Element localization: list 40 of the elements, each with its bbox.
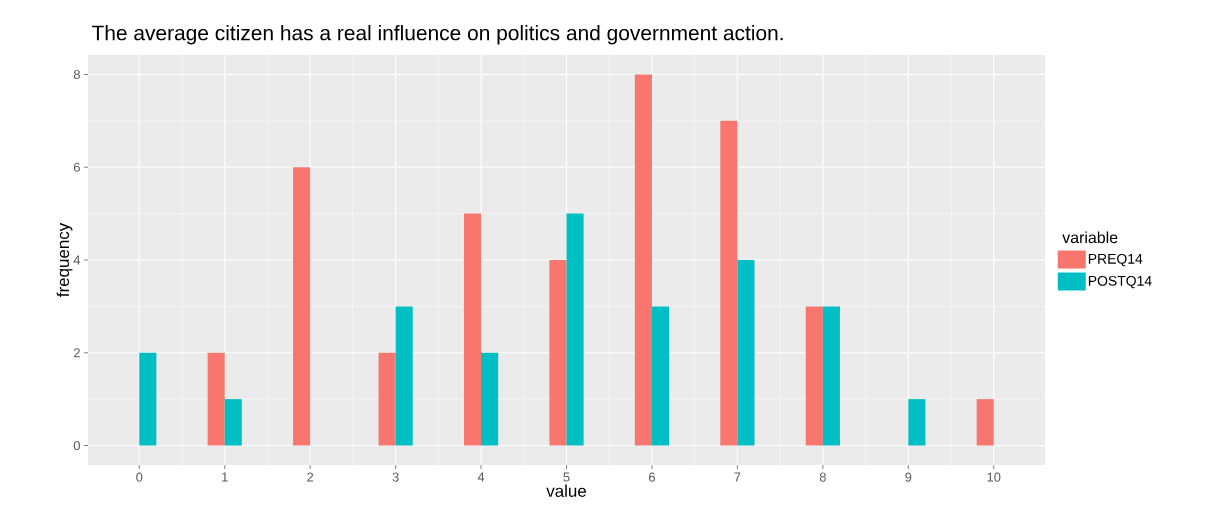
y-tick-label: 8 bbox=[73, 69, 80, 80]
x-tick-label: 1 bbox=[222, 472, 228, 482]
x-tick-label: 5 bbox=[563, 472, 570, 482]
y-tick-label: 2 bbox=[73, 348, 80, 358]
x-tick-label: 3 bbox=[392, 472, 399, 482]
x-tick-label: 8 bbox=[819, 472, 826, 482]
bar bbox=[395, 306, 413, 446]
bar bbox=[224, 399, 242, 446]
y-axis-title: frequency bbox=[56, 222, 73, 297]
bar bbox=[634, 74, 652, 446]
bar bbox=[481, 352, 499, 446]
y-tick-label: 6 bbox=[73, 162, 80, 172]
x-tick-label: 10 bbox=[987, 472, 1001, 482]
y-tick-label: 0 bbox=[73, 440, 80, 451]
x-tick-label: 7 bbox=[734, 472, 741, 482]
bar bbox=[651, 306, 670, 446]
bar bbox=[908, 399, 926, 446]
x-tick-label: 2 bbox=[307, 472, 314, 482]
bar bbox=[293, 167, 311, 446]
bar bbox=[805, 306, 823, 446]
x-tick-label: 6 bbox=[649, 472, 655, 482]
x-axis-title: value bbox=[546, 484, 586, 497]
y-tick-label: 4 bbox=[73, 255, 81, 265]
x-tick-label: 9 bbox=[905, 472, 912, 482]
bar bbox=[378, 352, 396, 446]
bar bbox=[822, 306, 840, 446]
x-tick-label: 0 bbox=[136, 472, 143, 482]
bar bbox=[207, 352, 225, 446]
bar bbox=[976, 399, 994, 446]
bar bbox=[463, 213, 482, 446]
legend-title: variable bbox=[1062, 231, 1118, 244]
bar bbox=[139, 352, 157, 446]
bar bbox=[720, 120, 738, 446]
bar bbox=[737, 260, 755, 446]
bar bbox=[566, 213, 584, 446]
chart-title: The average citizen has a real influence on politics and government action. bbox=[91, 24, 783, 45]
x-tick-label: 4 bbox=[477, 472, 485, 482]
legend-label: PREQ14 bbox=[1088, 253, 1143, 267]
bar bbox=[549, 260, 567, 446]
legend-label: POSTQ14 bbox=[1088, 275, 1152, 289]
